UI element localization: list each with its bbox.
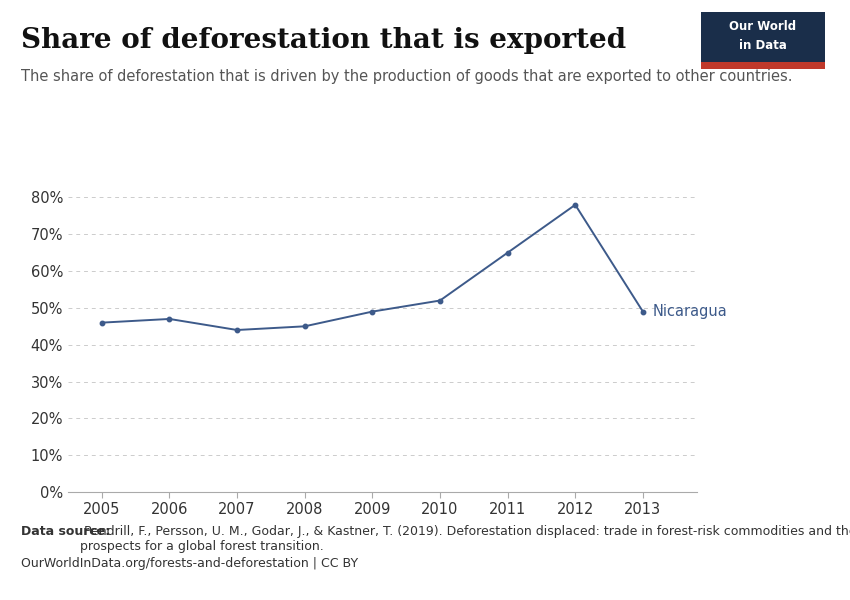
Text: Nicaragua: Nicaragua <box>653 304 728 319</box>
Text: OurWorldInData.org/forests-and-deforestation | CC BY: OurWorldInData.org/forests-and-deforesta… <box>21 557 359 570</box>
Text: Data source:: Data source: <box>21 525 111 538</box>
Text: Our World: Our World <box>729 20 796 33</box>
Text: in Data: in Data <box>739 38 787 52</box>
Text: Pendrill, F., Persson, U. M., Godar, J., & Kastner, T. (2019). Deforestation dis: Pendrill, F., Persson, U. M., Godar, J.,… <box>80 525 850 553</box>
Text: The share of deforestation that is driven by the production of goods that are ex: The share of deforestation that is drive… <box>21 69 793 84</box>
Text: Share of deforestation that is exported: Share of deforestation that is exported <box>21 27 626 54</box>
